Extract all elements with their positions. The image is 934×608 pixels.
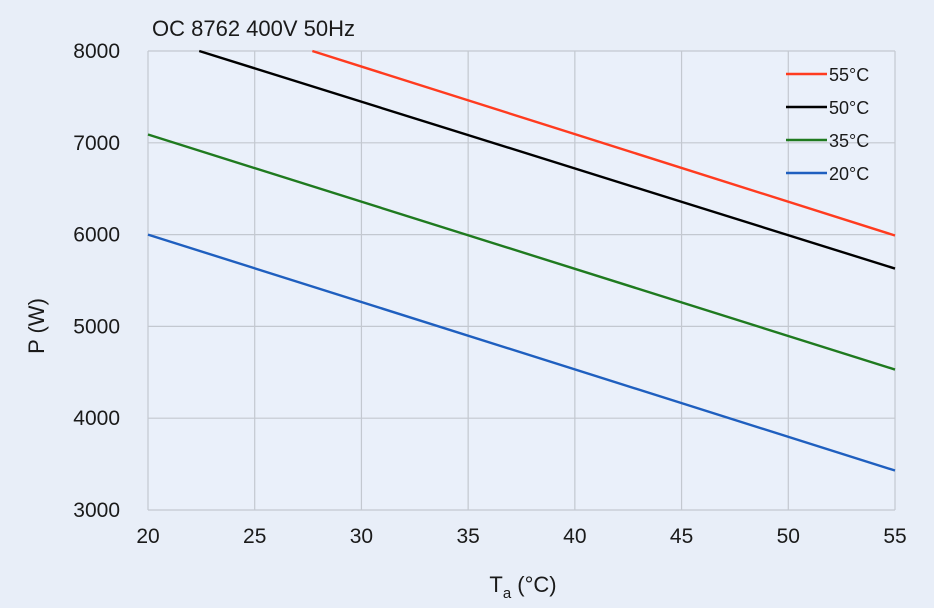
x-tick-label: 25 [243,525,266,548]
grid-layer [147,50,896,511]
series-layer [147,49,896,472]
y-tick-label: 4000 [73,407,120,430]
x-tick-label: 50 [777,525,800,548]
y-tick-label: 8000 [73,40,120,63]
x-tick-label: 35 [456,525,479,548]
plot-area [148,51,895,510]
legend-label: 50°C [829,98,869,118]
x-axis-label-subscript: a [503,585,512,602]
x-tick-label: 55 [883,525,906,548]
x-axis-label-main: T [489,572,502,597]
axis-layer: 20 25 30 35 40 45 50 55 3000 4000 5000 6000 7000 8000 [73,40,906,548]
series-line-50C [198,49,896,270]
legend: 55°C 50°C 35°C 20°C [786,65,869,184]
series-line-55C [311,49,896,237]
y-axis-label: P (W) [24,298,49,354]
x-tick-label: 20 [136,525,159,548]
y-tick-label: 5000 [73,315,120,338]
legend-label: 55°C [829,65,869,85]
series-line-35C [147,133,896,371]
x-tick-label: 30 [350,525,373,548]
y-tick-label: 6000 [73,224,120,247]
chart-title: OC 8762 400V 50Hz [152,16,355,41]
legend-label: 20°C [829,164,869,184]
x-tick-label: 45 [670,525,693,548]
legend-label: 35°C [829,131,869,151]
y-tick-label: 3000 [73,499,120,522]
x-axis-label-unit: (°C) [511,572,556,597]
y-tick-label: 7000 [73,132,120,155]
x-tick-label: 40 [563,525,586,548]
x-axis-label: Ta (°C) [489,572,556,602]
series-line-20C [147,233,896,472]
